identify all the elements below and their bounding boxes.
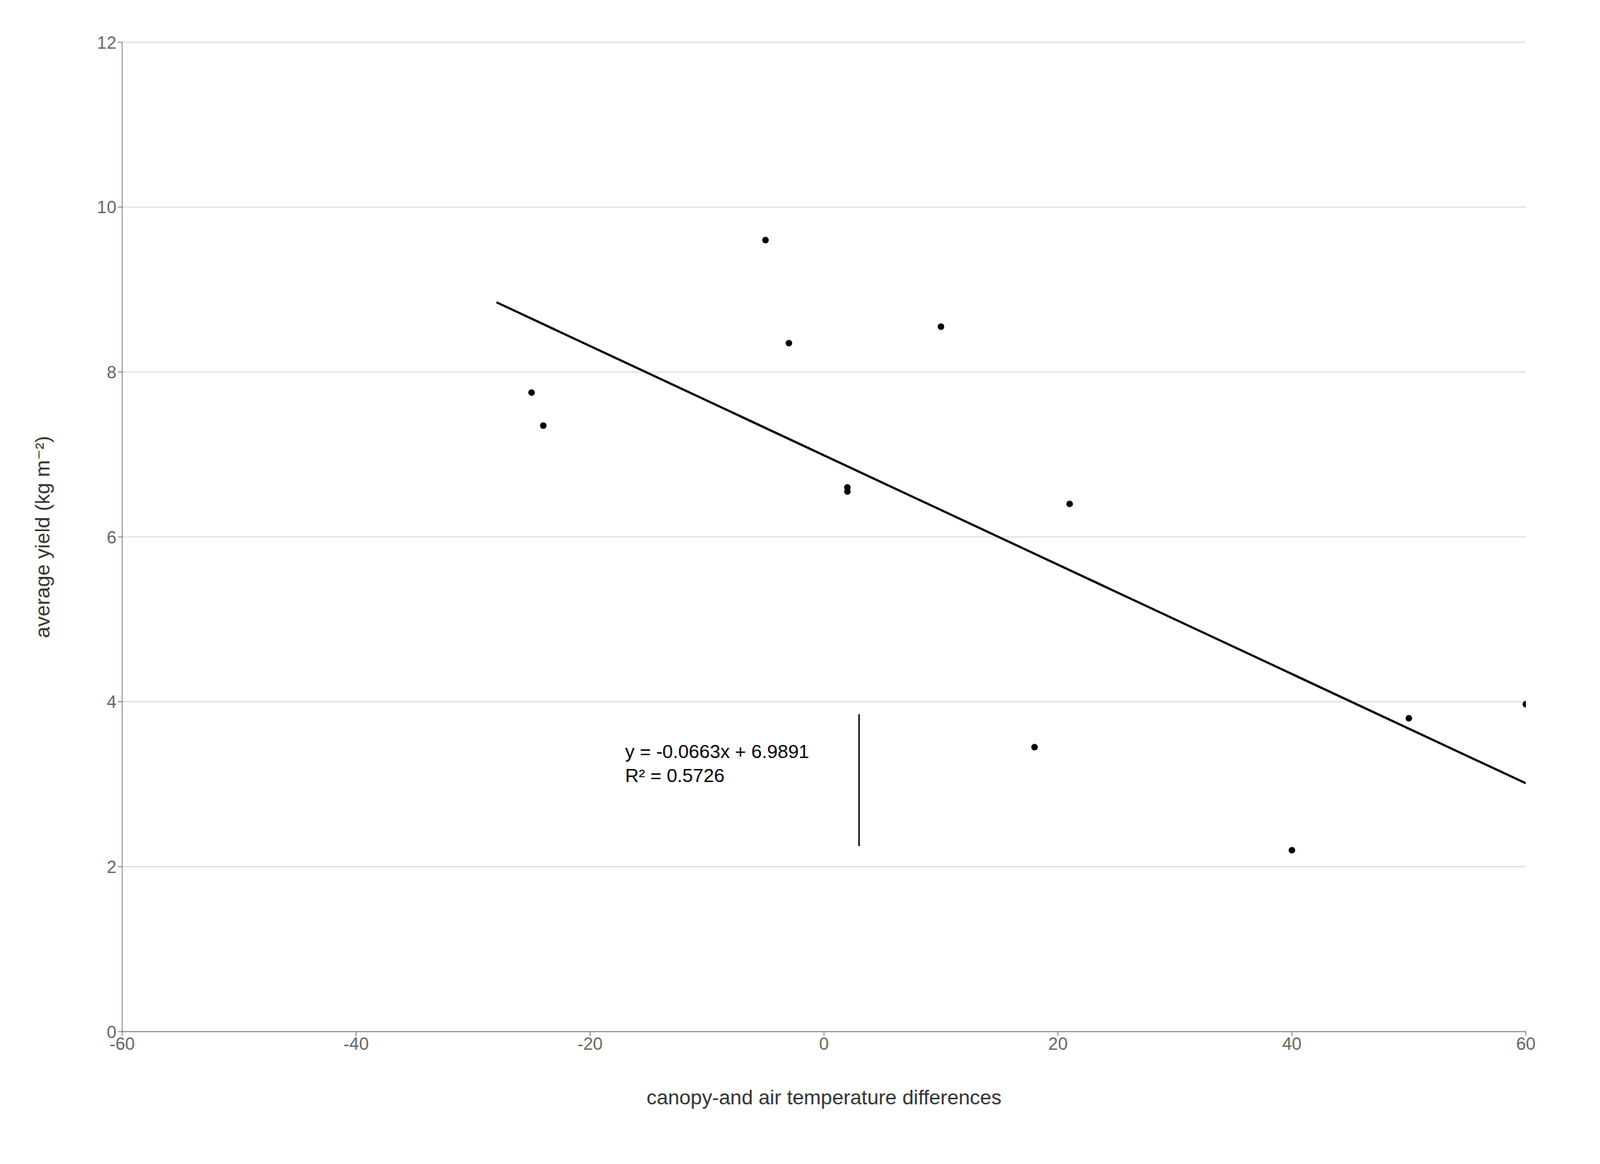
svg-text:2: 2 — [106, 856, 117, 877]
svg-text:y = -0.0663x + 6.9891R² = 0.57: y = -0.0663x + 6.9891R² = 0.5726 — [625, 740, 810, 787]
svg-text:6: 6 — [106, 527, 117, 547]
svg-text:0: 0 — [106, 1021, 117, 1042]
svg-text:40: 40 — [1282, 1033, 1302, 1054]
svg-text:60: 60 — [1516, 1033, 1536, 1054]
svg-text:8: 8 — [106, 362, 117, 382]
svg-text:-40: -40 — [343, 1033, 369, 1054]
svg-text:20: 20 — [1048, 1033, 1068, 1054]
svg-text:canopy-and air temperature dif: canopy-and air temperature differences — [646, 1085, 1002, 1109]
svg-text:12: 12 — [96, 32, 117, 53]
svg-text:4: 4 — [106, 691, 117, 712]
svg-text:-60: -60 — [109, 1033, 135, 1054]
svg-text:-20: -20 — [577, 1033, 603, 1054]
svg-text:0: 0 — [818, 1033, 829, 1054]
svg-text:10: 10 — [96, 197, 117, 217]
svg-text:average yield (kg m⁻²): average yield (kg m⁻²) — [31, 435, 54, 638]
